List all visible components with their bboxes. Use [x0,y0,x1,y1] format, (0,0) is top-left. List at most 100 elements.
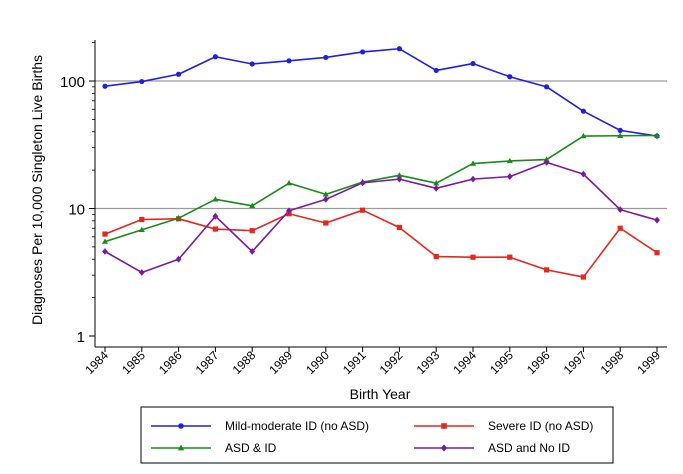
point-severe-id-no-asd-1993 [433,253,439,260]
point-severe-id-no-asd-1994 [470,254,476,260]
y-tick-label-10: 10 [68,202,85,219]
legend-label-asd-id: ASD & ID [225,441,277,455]
x-axis-label: Birth Year [350,386,411,402]
point-asd-id-1998 [617,132,624,138]
axes [89,40,667,352]
point-asd-and-no-id-1986 [175,255,182,263]
x-tick-label-1995: 1995 [487,348,516,377]
point-mild-moderate-id-no-asd-1994 [470,60,476,67]
point-severe-id-no-asd-1992 [396,224,402,231]
y-axis-label: Diagnoses Per 10,000 Singleton Live Birt… [29,55,45,325]
series-line-severe-id-no-asd [104,209,658,278]
legend-marker-asd-and-no-id [440,444,448,452]
point-asd-id-1984 [102,238,108,244]
point-mild-moderate-id-no-asd-1989 [286,58,292,64]
point-severe-id-no-asd-1987 [212,226,218,232]
x-tick-label-1988: 1988 [230,348,259,377]
point-asd-and-no-id-1991 [359,179,366,187]
legend-label-asd-and-no-id: ASD and No ID [488,441,570,455]
point-mild-moderate-id-no-asd-1986 [176,71,182,77]
series-line-asd-and-no-id [104,161,658,274]
point-severe-id-no-asd-1996 [544,267,550,273]
point-severe-id-no-asd-1990 [323,220,329,226]
series-line-mild-moderate-id-no-asd [104,47,658,137]
legend-marker-severe-id-no-asd [441,423,447,429]
x-tick-label-1989: 1989 [266,348,295,377]
x-tick-label-1998: 1998 [598,348,627,377]
x-tick-label-1992: 1992 [377,348,406,377]
x-tick-label-1997: 1997 [561,348,590,377]
point-mild-moderate-id-no-asd-1992 [396,46,402,52]
legend-marker-asd-id [177,444,185,451]
x-tick-label-1993: 1993 [414,348,443,377]
point-severe-id-no-asd-1998 [617,225,623,231]
point-asd-and-no-id-1984 [102,248,108,255]
x-tick-label-1999: 1999 [634,348,663,377]
x-tick-label-1985: 1985 [119,348,148,377]
point-asd-id-1985 [138,226,145,233]
point-mild-moderate-id-no-asd-1993 [433,67,439,74]
point-severe-id-no-asd-1991 [360,207,366,213]
point-severe-id-no-asd-1997 [580,274,586,280]
point-severe-id-no-asd-1995 [507,254,513,260]
point-asd-and-no-id-1992 [396,175,403,183]
legend: Mild-moderate ID (no ASD) Severe ID (no A… [140,406,614,464]
point-mild-moderate-id-no-asd-1991 [360,49,366,55]
point-asd-id-1992 [396,172,403,178]
point-asd-id-1990 [322,191,329,197]
tick-labels: 1 10 100 1984 1985 1986 1987 1988 1989 1990 1991 19… [60,74,663,377]
point-mild-moderate-id-no-asd-1996 [544,84,550,90]
legend-marker-mild-moderate-id-no-asd [178,423,184,429]
series-markers [102,46,660,280]
point-severe-id-no-asd-1985 [139,216,145,223]
point-asd-and-no-id-1985 [138,269,145,276]
x-tick-label-1991: 1991 [340,348,369,377]
point-mild-moderate-id-no-asd-1997 [580,108,587,114]
series-line-asd-id [104,134,658,243]
point-asd-and-no-id-1998 [617,206,624,214]
point-asd-and-no-id-1996 [543,158,550,166]
legend-label-mild-moderate-id-no-asd: Mild-moderate ID (no ASD) [225,419,369,433]
point-asd-and-no-id-1990 [322,195,329,203]
point-mild-moderate-id-no-asd-1998 [617,127,623,133]
point-severe-id-no-asd-1988 [249,228,255,234]
point-severe-id-no-asd-1984 [102,231,108,237]
point-asd-id-1989 [286,179,292,186]
point-asd-and-no-id-1995 [506,173,513,180]
point-mild-moderate-id-no-asd-1987 [212,54,218,60]
point-asd-id-1988 [249,202,256,208]
point-asd-id-1994 [470,160,476,166]
point-mild-moderate-id-no-asd-1990 [323,54,329,61]
point-asd-and-no-id-1999 [654,216,660,224]
x-tick-label-1984: 1984 [82,348,111,377]
x-tick-label-1996: 1996 [524,348,553,377]
point-asd-id-1987 [212,196,219,202]
point-asd-id-1997 [580,132,587,139]
point-asd-and-no-id-1988 [249,248,256,255]
point-asd-and-no-id-1997 [580,170,587,178]
point-asd-and-no-id-1994 [470,175,476,183]
x-tick-label-1987: 1987 [193,348,222,377]
point-asd-and-no-id-1989 [286,207,292,215]
legend-label-severe-id-no-asd: Severe ID (no ASD) [488,419,593,433]
series-lines [104,47,658,278]
point-mild-moderate-id-no-asd-1984 [102,83,108,89]
point-mild-moderate-id-no-asd-1985 [139,78,145,85]
legend-box [140,406,614,464]
x-tick-label-1994: 1994 [450,348,479,377]
point-asd-and-no-id-1993 [433,184,440,192]
x-tick-label-1986: 1986 [156,348,185,377]
y-tick-label-100: 100 [60,74,85,91]
point-asd-id-1993 [433,179,440,186]
y-tick-label-1: 1 [77,329,85,346]
x-tick-label-1990: 1990 [303,348,332,377]
point-mild-moderate-id-no-asd-1995 [507,74,513,80]
grid-lines [95,80,667,210]
point-mild-moderate-id-no-asd-1988 [249,61,255,67]
point-asd-and-no-id-1987 [212,212,219,220]
point-asd-id-1999 [654,132,660,138]
point-asd-id-1995 [506,157,513,164]
point-severe-id-no-asd-1999 [654,250,660,256]
point-asd-id-1986 [175,214,182,221]
